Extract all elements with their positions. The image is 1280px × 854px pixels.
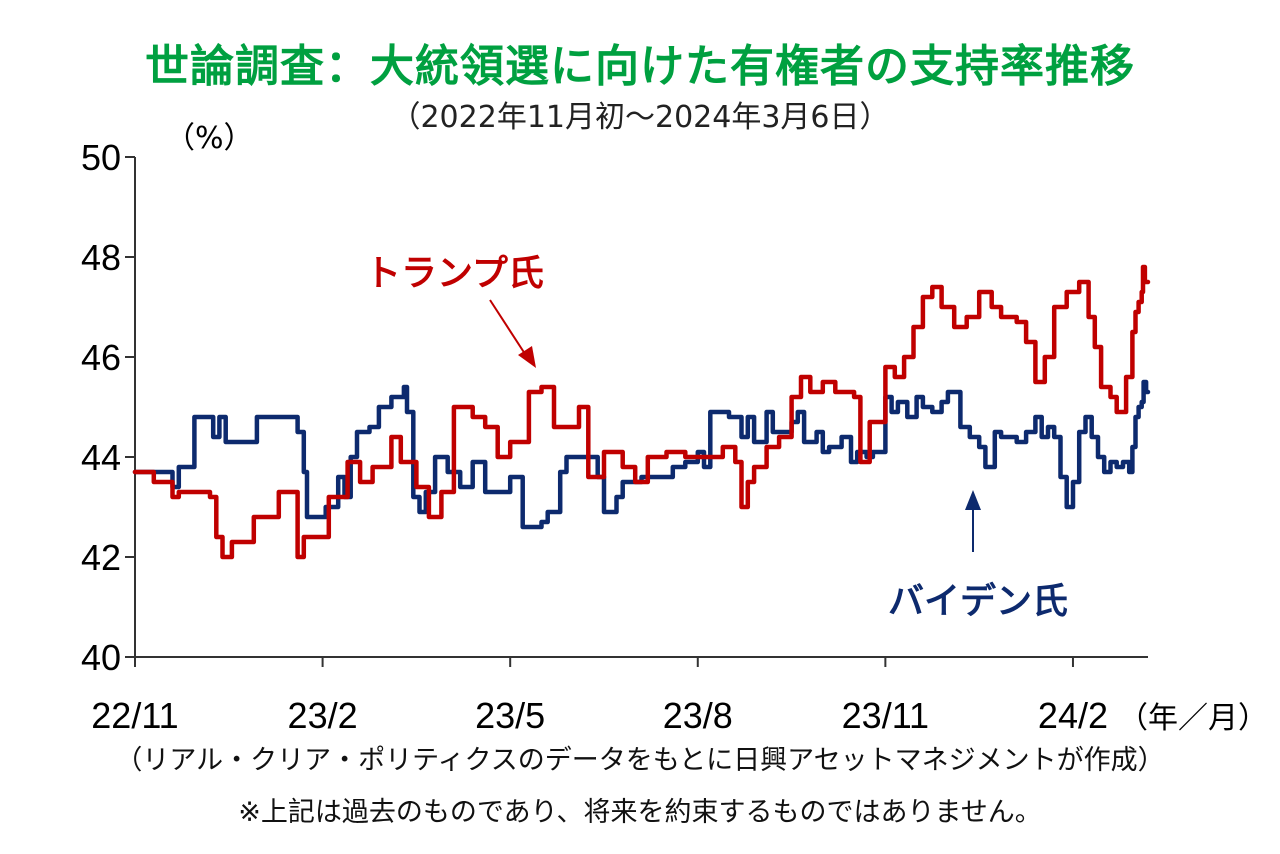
x-tick-label: 22/11 (91, 695, 178, 736)
y-axis-unit: （%） (165, 121, 254, 156)
x-tick-label: 23/8 (663, 695, 733, 736)
trump-label: トランプ氏 (365, 253, 544, 294)
disclaimer-note: ※上記は過去のものであり、将来を約束するものではありません。 (238, 797, 1042, 828)
biden-annotation: バイデン氏 (888, 490, 1068, 622)
x-tick-label: 23/11 (842, 695, 929, 736)
y-tick-label: 40 (81, 637, 121, 678)
x-axis-unit: （年／月） (1118, 702, 1268, 735)
source-note: （リアル・クリア・ポリティクスのデータをもとに日興アセットマネジメントが作成） (115, 745, 1165, 776)
x-axis: 22/11 23/2 23/5 23/8 23/11 24/2 (91, 656, 1148, 736)
y-tick-label: 46 (81, 337, 121, 378)
y-tick-label: 44 (81, 437, 121, 478)
y-tick-label: 48 (81, 237, 121, 278)
trump-arrow-line (489, 299, 528, 358)
biden-arrowhead (965, 490, 981, 510)
y-tick-label: 50 (81, 137, 121, 178)
trump-series-line (132, 264, 1151, 560)
y-axis: 40 42 44 46 48 50 (81, 137, 136, 678)
series-layer (132, 264, 1151, 560)
trump-arrowhead (518, 346, 536, 368)
x-tick-label: 23/5 (475, 695, 545, 736)
biden-series-line (132, 379, 1151, 530)
chart-title: 世論調査：大統領選に向けた有権者の支持率推移 (145, 41, 1135, 92)
chart-subtitle: （2022年11月初～2024年3月6日） (390, 100, 890, 135)
y-tick-label: 42 (81, 537, 121, 578)
x-tick-label: 24/2 (1038, 695, 1108, 736)
trump-annotation: トランプ氏 (365, 253, 544, 368)
biden-label: バイデン氏 (888, 580, 1068, 622)
x-tick-label: 23/2 (288, 695, 358, 736)
